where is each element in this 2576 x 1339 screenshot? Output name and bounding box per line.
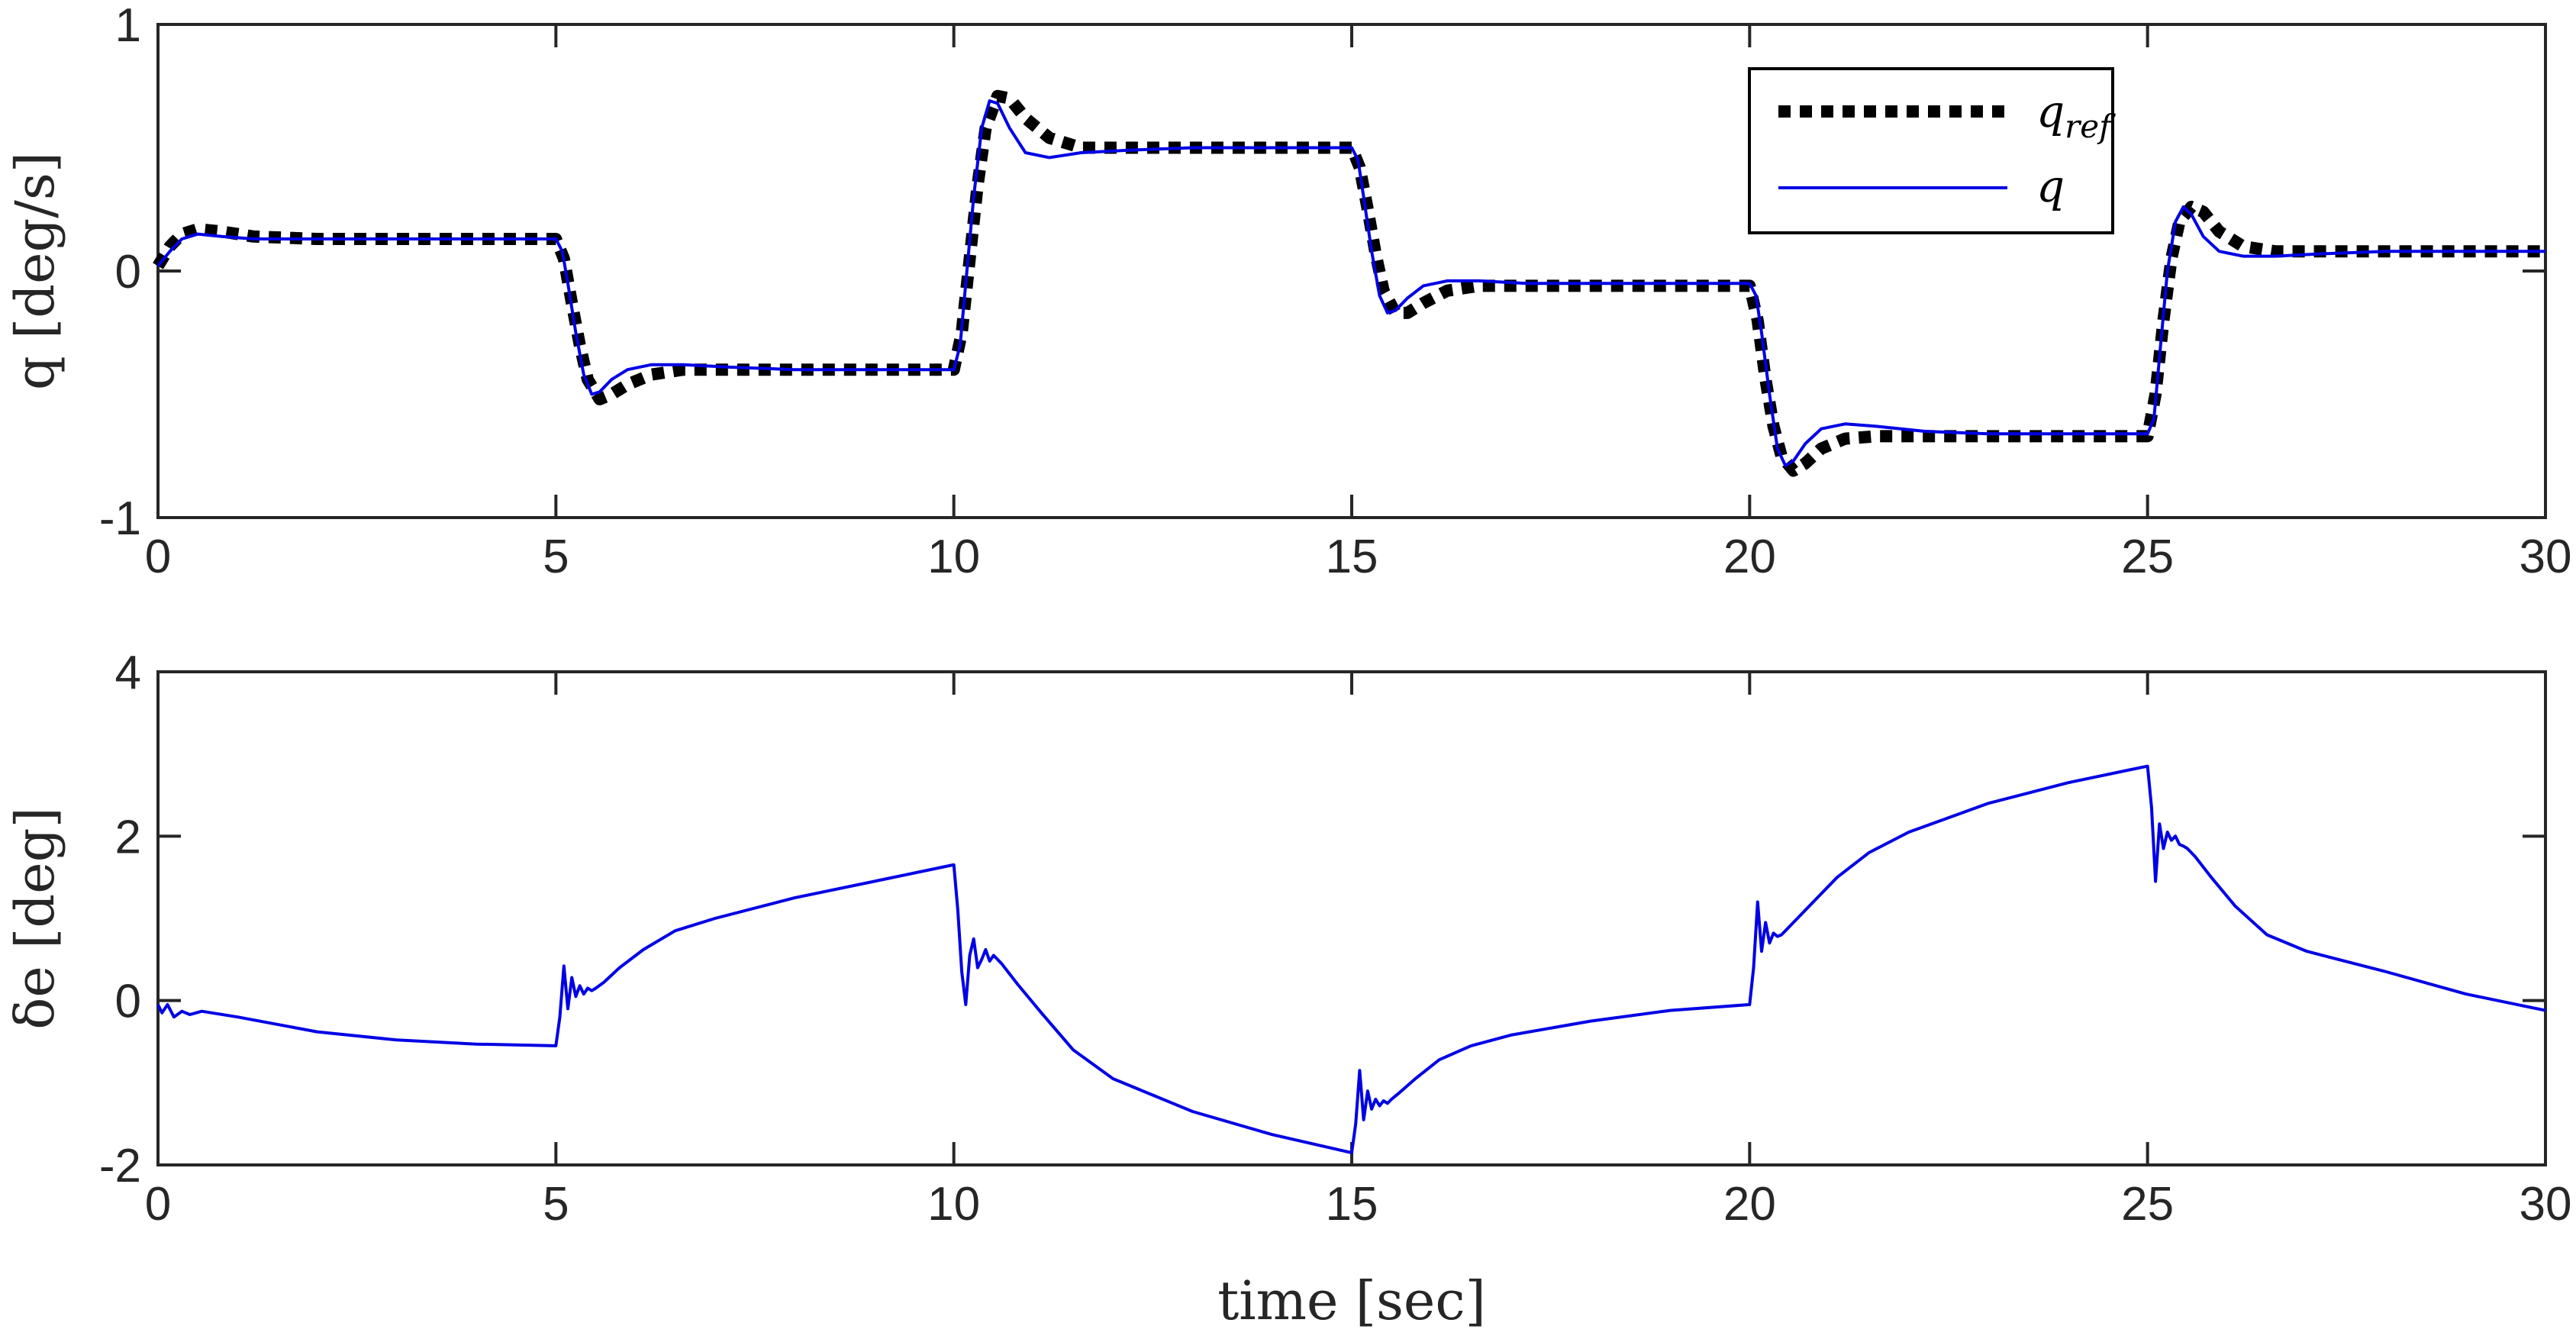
panel-q: 0 5 10 15 20 25 30-101 q [deg/s] qref q <box>4 0 2571 583</box>
y-tick-label-delta-e-1: 0 <box>115 976 141 1028</box>
x-tick-label-q-6: 30 <box>2520 531 2572 583</box>
plot-area-delta-e <box>156 670 2547 1166</box>
y-tick-label-delta-e-0: -2 <box>99 1140 141 1192</box>
x-tick-label-delta-e-6: 30 <box>2520 1178 2572 1231</box>
x-tick-label-q-1: 5 <box>543 531 569 583</box>
x-tick-label-q-3: 15 <box>1326 531 1378 583</box>
x-tick-label-delta-e-1: 5 <box>543 1178 569 1231</box>
y-tick-label-q-0: -1 <box>99 492 141 545</box>
x-tick-label-delta-e-2: 10 <box>927 1178 980 1231</box>
ylabel-delta-e: δe [deg] <box>4 807 66 1029</box>
x-tick-label-delta-e-0: 0 <box>145 1178 171 1231</box>
x-tick-label-q-4: 20 <box>1723 531 1776 583</box>
plot-area-q <box>156 23 2547 519</box>
y-tick-label-q-1: 0 <box>115 246 141 298</box>
x-tick-label-q-5: 25 <box>2121 531 2174 583</box>
legend-label-q-ref-sub: ref <box>2065 108 2116 145</box>
x-tick-label-q-2: 10 <box>927 531 980 583</box>
y-tick-label-q-2: 1 <box>115 0 141 52</box>
series-layer-q <box>153 89 2545 477</box>
legend-label-q: q <box>2036 160 2065 212</box>
tick-labels-q: 0 5 10 15 20 25 30-101 <box>99 0 2572 583</box>
x-tick-label-delta-e-3: 15 <box>1326 1178 1378 1231</box>
legend-label-q-ref-main: q <box>2036 86 2065 137</box>
ylabel-q: q [deg/s] <box>4 152 66 390</box>
x-tick-label-delta-e-5: 25 <box>2121 1178 2174 1231</box>
legend: qref q <box>1748 67 2116 234</box>
legend-label-q-ref: qref <box>2036 86 2116 145</box>
y-tick-label-delta-e-3: 4 <box>115 647 141 699</box>
series-layer-delta-e <box>156 764 2546 1154</box>
xlabel-time: time [sec] <box>1217 1270 1486 1332</box>
axis-ticks-q <box>156 23 2547 519</box>
series-line-delta-e-e <box>156 764 2546 1154</box>
y-tick-label-delta-e-2: 2 <box>115 811 141 863</box>
legend-box <box>1748 67 2114 234</box>
x-tick-label-delta-e-4: 20 <box>1723 1178 1776 1231</box>
x-tick-label-q-0: 0 <box>145 531 171 583</box>
series-line-q-q <box>156 99 2545 468</box>
series-line-q-q-ref <box>153 89 2545 477</box>
